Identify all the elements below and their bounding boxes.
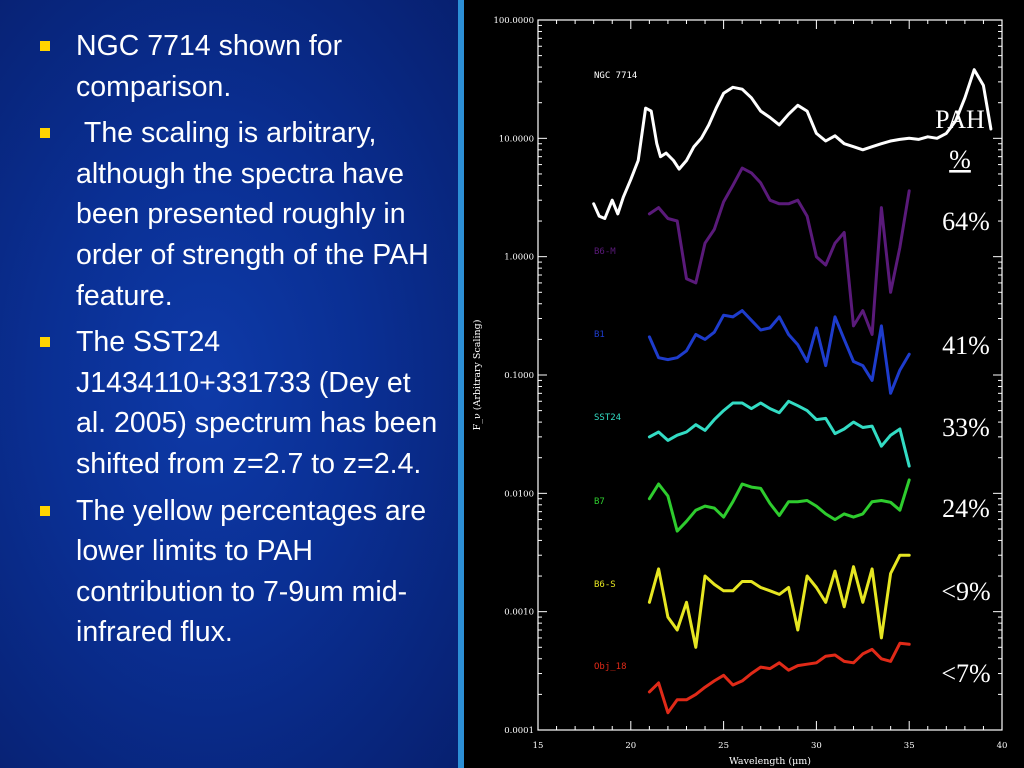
y-tick-label: 0.0010 — [504, 608, 534, 618]
y-tick-label: 0.0001 — [504, 726, 534, 736]
y-tick-label: 0.0100 — [504, 489, 534, 499]
series-label: B7 — [594, 497, 605, 507]
spectra-chart: 15 20 25 30 35 40 100.0000 10.0000 1.0000 0.1000 0… — [464, 0, 1024, 768]
pah-value: <9% — [941, 577, 990, 606]
series-label: NGC 7714 — [594, 71, 637, 81]
series-line-b1 — [647, 309, 911, 395]
bullet-text: The SST24 J1434110+331733 (Dey et al. 20… — [76, 326, 438, 480]
pah-header: PAH — [935, 105, 985, 134]
bullet-item: The SST24 J1434110+331733 (Dey et al. 20… — [36, 322, 448, 484]
x-tick-label: 25 — [718, 741, 729, 751]
series-label: Obj_18 — [594, 662, 627, 672]
plot-frame — [537, 19, 1003, 731]
series-line-obj-18 — [647, 641, 911, 715]
x-axis-title: Wavelength (μm) — [729, 756, 811, 767]
pah-value: 41% — [942, 331, 990, 360]
bullet-item: NGC 7714 shown for comparison. — [36, 26, 448, 107]
spectra-chart-svg: 15 20 25 30 35 40 100.0000 10.0000 1.0000 0.1000 0… — [472, 16, 1008, 767]
x-tick-label: 40 — [997, 741, 1008, 751]
series-label: B1 — [594, 330, 605, 340]
slide-text-panel: NGC 7714 shown for comparison. The scali… — [0, 0, 458, 768]
pah-value: 33% — [942, 413, 990, 442]
pah-value: 24% — [942, 494, 990, 523]
series-line-sst24 — [647, 399, 911, 468]
bullet-text: The yellow percentages are lower limits … — [76, 494, 427, 649]
series-label: B6-M — [594, 247, 616, 257]
bullet-text: The scaling is arbitrary, although the s… — [76, 117, 437, 312]
y-tick-label: 10.0000 — [499, 134, 534, 144]
bullet-square-icon — [40, 128, 50, 139]
series-line-b6-m — [647, 166, 911, 336]
y-tick-label: 0.1000 — [504, 371, 534, 381]
bullet-list: NGC 7714 shown for comparison. The scali… — [36, 26, 448, 659]
series-line-b7 — [647, 478, 911, 533]
bullet-square-icon — [40, 337, 50, 348]
bullet-item: The yellow percentages are lower limits … — [36, 491, 448, 653]
y-axis-title: F_ν (Arbitrary Scaling) — [472, 320, 483, 431]
panel-divider — [458, 0, 464, 768]
x-tick-label: 30 — [811, 741, 822, 751]
y-tick-label: 1.0000 — [504, 253, 534, 263]
pah-percent-header: % — [949, 145, 971, 174]
x-tick-label: 15 — [533, 741, 544, 751]
x-tick-label: 35 — [904, 741, 915, 751]
bullet-square-icon — [40, 505, 50, 516]
bullet-text: NGC 7714 shown for comparison. — [76, 30, 343, 103]
bullet-item: The scaling is arbitrary, although the s… — [36, 113, 448, 316]
series-label: SST24 — [594, 413, 621, 423]
pah-value: <7% — [941, 659, 990, 688]
y-tick-label: 100.0000 — [493, 16, 534, 26]
series-label: B6-S — [594, 580, 616, 590]
series-line-ngc-7714 — [592, 68, 993, 220]
bullet-square-icon — [40, 41, 50, 51]
x-tick-label: 20 — [625, 741, 636, 751]
series-line-b6-s — [647, 553, 911, 649]
pah-value: 64% — [942, 207, 990, 236]
